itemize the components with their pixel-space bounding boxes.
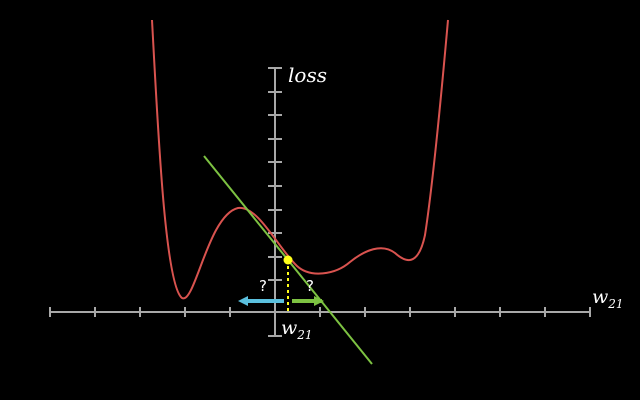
current-point xyxy=(283,255,293,265)
y-axis-label: loss xyxy=(288,63,327,87)
question-mark-left: ? xyxy=(259,277,267,295)
y-axis-ticks xyxy=(268,67,282,337)
question-mark-right: ? xyxy=(306,277,314,295)
x-axis-ticks xyxy=(49,307,591,317)
x-axis-label: w21 xyxy=(592,286,624,311)
point-label: w21 xyxy=(281,317,313,342)
loss-curve xyxy=(151,19,449,300)
